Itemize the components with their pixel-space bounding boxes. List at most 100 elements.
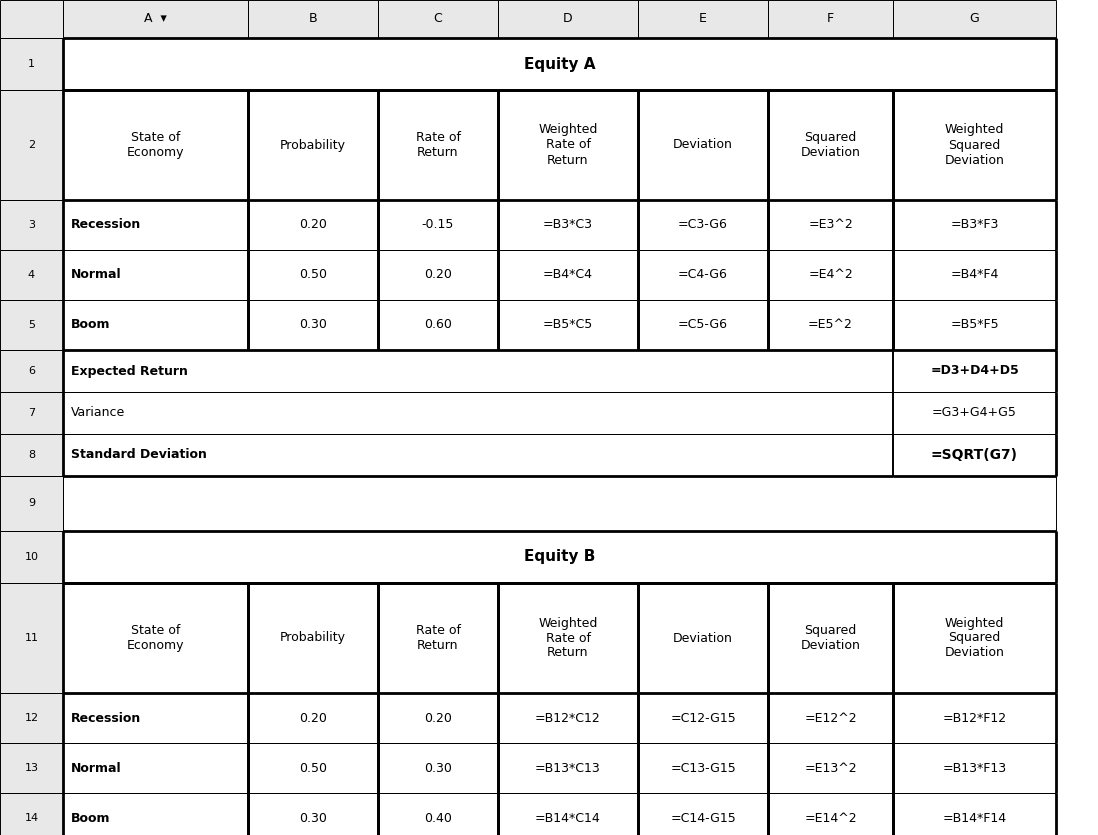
Bar bbox=[63, 793, 248, 835]
Bar bbox=[893, 392, 1056, 434]
Bar bbox=[498, 300, 638, 350]
Bar bbox=[0, 392, 63, 434]
Bar bbox=[248, 90, 378, 200]
Bar bbox=[0, 350, 63, 392]
Bar bbox=[63, 38, 1056, 90]
Text: F: F bbox=[827, 13, 834, 26]
Bar bbox=[0, 693, 63, 743]
Text: 0.20: 0.20 bbox=[424, 269, 452, 281]
Bar bbox=[0, 200, 63, 250]
Bar bbox=[248, 200, 378, 250]
Text: 0.20: 0.20 bbox=[424, 711, 452, 725]
Bar bbox=[498, 0, 638, 38]
Bar bbox=[498, 743, 638, 793]
Bar bbox=[248, 300, 378, 350]
Bar bbox=[63, 300, 248, 350]
Text: Recession: Recession bbox=[71, 219, 142, 231]
Bar bbox=[63, 200, 248, 250]
Bar bbox=[768, 693, 893, 743]
Bar bbox=[378, 90, 498, 200]
Text: =C3-G6: =C3-G6 bbox=[679, 219, 728, 231]
Bar bbox=[248, 793, 378, 835]
Text: 12: 12 bbox=[24, 713, 38, 723]
Bar bbox=[498, 250, 638, 300]
Text: =B3*F3: =B3*F3 bbox=[950, 219, 999, 231]
Text: 0.30: 0.30 bbox=[299, 318, 327, 331]
Bar bbox=[0, 476, 63, 531]
Text: Boom: Boom bbox=[71, 812, 111, 824]
Bar bbox=[893, 0, 1056, 38]
Text: =C12-G15: =C12-G15 bbox=[670, 711, 736, 725]
Bar bbox=[63, 250, 248, 300]
Bar bbox=[893, 350, 1056, 392]
Bar bbox=[0, 583, 63, 693]
Bar bbox=[893, 583, 1056, 693]
Text: =C4-G6: =C4-G6 bbox=[679, 269, 728, 281]
Text: =E12^2: =E12^2 bbox=[804, 711, 856, 725]
Bar bbox=[248, 0, 378, 38]
Bar bbox=[248, 743, 378, 793]
Text: State of
Economy: State of Economy bbox=[126, 131, 184, 159]
Bar bbox=[63, 392, 893, 434]
Text: =C14-G15: =C14-G15 bbox=[670, 812, 736, 824]
Text: Rate of
Return: Rate of Return bbox=[415, 624, 460, 652]
Text: =B5*C5: =B5*C5 bbox=[542, 318, 593, 331]
Text: B: B bbox=[309, 13, 317, 26]
Text: Weighted
Rate of
Return: Weighted Rate of Return bbox=[538, 616, 597, 660]
Bar bbox=[498, 693, 638, 743]
Bar bbox=[0, 38, 63, 90]
Text: 8: 8 bbox=[27, 450, 35, 460]
Text: 0.30: 0.30 bbox=[424, 762, 452, 775]
Text: =E5^2: =E5^2 bbox=[808, 318, 853, 331]
Bar bbox=[768, 0, 893, 38]
Bar bbox=[63, 90, 248, 200]
Text: Boom: Boom bbox=[71, 318, 111, 331]
Text: =B4*C4: =B4*C4 bbox=[544, 269, 593, 281]
Text: 0.50: 0.50 bbox=[299, 269, 327, 281]
Bar bbox=[63, 583, 248, 693]
Bar bbox=[0, 0, 63, 38]
Bar bbox=[638, 90, 768, 200]
Text: =E3^2: =E3^2 bbox=[808, 219, 853, 231]
Bar bbox=[378, 300, 498, 350]
Bar bbox=[638, 693, 768, 743]
Bar bbox=[893, 300, 1056, 350]
Bar bbox=[638, 583, 768, 693]
Text: Equity A: Equity A bbox=[524, 57, 595, 72]
Bar bbox=[63, 476, 1056, 531]
Text: =B13*C13: =B13*C13 bbox=[535, 762, 601, 775]
Text: =E14^2: =E14^2 bbox=[804, 812, 856, 824]
Text: 7: 7 bbox=[27, 408, 35, 418]
Text: Deviation: Deviation bbox=[673, 631, 733, 645]
Bar bbox=[638, 200, 768, 250]
Text: Standard Deviation: Standard Deviation bbox=[71, 448, 206, 462]
Text: 0.30: 0.30 bbox=[299, 812, 327, 824]
Bar bbox=[768, 793, 893, 835]
Bar bbox=[378, 583, 498, 693]
Bar bbox=[378, 200, 498, 250]
Bar bbox=[378, 0, 498, 38]
Bar bbox=[768, 583, 893, 693]
Text: 0.40: 0.40 bbox=[424, 812, 452, 824]
Bar bbox=[0, 300, 63, 350]
Bar bbox=[768, 300, 893, 350]
Bar bbox=[893, 90, 1056, 200]
Text: =B12*C12: =B12*C12 bbox=[535, 711, 601, 725]
Bar bbox=[0, 743, 63, 793]
Text: =B13*F13: =B13*F13 bbox=[942, 762, 1007, 775]
Bar bbox=[768, 250, 893, 300]
Text: =C13-G15: =C13-G15 bbox=[670, 762, 736, 775]
Bar bbox=[638, 300, 768, 350]
Text: 13: 13 bbox=[24, 763, 38, 773]
Bar bbox=[638, 743, 768, 793]
Bar bbox=[638, 250, 768, 300]
Text: Squared
Deviation: Squared Deviation bbox=[800, 624, 861, 652]
Text: =B3*C3: =B3*C3 bbox=[544, 219, 593, 231]
Bar bbox=[63, 531, 1056, 583]
Text: C: C bbox=[434, 13, 442, 26]
Text: 0.60: 0.60 bbox=[424, 318, 452, 331]
Text: =E4^2: =E4^2 bbox=[808, 269, 853, 281]
Bar bbox=[378, 793, 498, 835]
Bar bbox=[63, 350, 893, 392]
Bar bbox=[893, 250, 1056, 300]
